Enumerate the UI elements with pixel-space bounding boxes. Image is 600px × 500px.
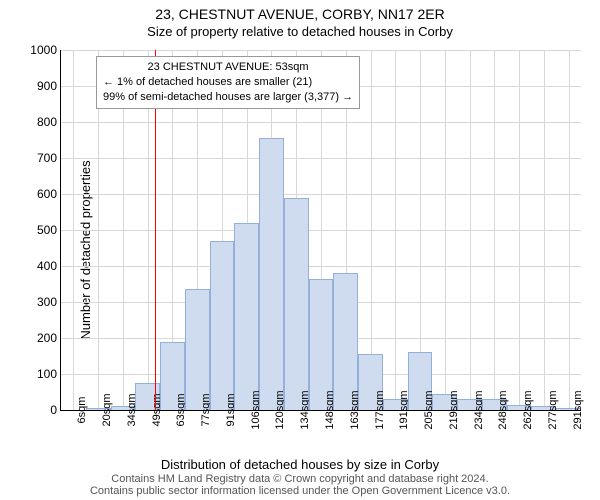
y-tick-label: 400: [37, 259, 61, 273]
histogram-bar: [259, 138, 284, 410]
gridline-vertical: [445, 50, 446, 410]
y-tick-label: 1000: [30, 43, 61, 57]
x-axis-label: Distribution of detached houses by size …: [0, 457, 600, 472]
chart-container: 23, CHESTNUT AVENUE, CORBY, NN17 2ER Siz…: [0, 0, 600, 500]
y-tick-label: 800: [37, 115, 61, 129]
y-tick-label: 300: [37, 295, 61, 309]
x-tick-label: 291sqm: [569, 390, 584, 429]
y-tick-label: 600: [37, 187, 61, 201]
gridline-vertical: [569, 50, 570, 410]
y-tick-label: 0: [50, 403, 61, 417]
annotation-line: ← 1% of detached houses are smaller (21): [103, 75, 353, 90]
gridline-vertical: [494, 50, 495, 410]
histogram-bar: [185, 289, 210, 410]
footer-line: Contains HM Land Registry data © Crown c…: [0, 473, 600, 486]
x-tick-label: 6sqm: [73, 397, 88, 424]
footer-line: Contains public sector information licen…: [0, 485, 600, 498]
x-tick-label: 219sqm: [445, 390, 460, 429]
annotation-line: 23 CHESTNUT AVENUE: 53sqm: [103, 60, 353, 75]
y-tick-label: 500: [37, 223, 61, 237]
y-tick-label: 200: [37, 331, 61, 345]
y-tick-label: 900: [37, 79, 61, 93]
x-tick-label: 262sqm: [519, 390, 534, 429]
chart-title-sub: Size of property relative to detached ho…: [0, 24, 600, 39]
x-tick-label: 234sqm: [470, 390, 485, 429]
histogram-bar: [210, 241, 235, 410]
annotation-line: 99% of semi-detached houses are larger (…: [103, 90, 353, 105]
histogram-bar: [234, 223, 259, 410]
chart-title-main: 23, CHESTNUT AVENUE, CORBY, NN17 2ER: [0, 6, 600, 22]
gridline-vertical: [395, 50, 396, 410]
histogram-bar: [284, 198, 309, 410]
x-tick-label: 248sqm: [494, 390, 509, 429]
gridline-vertical: [519, 50, 520, 410]
plot-area: 010020030040050060070080090010006sqm20sq…: [60, 50, 581, 411]
gridline-vertical: [73, 50, 74, 410]
y-tick-label: 100: [37, 367, 61, 381]
annotation-box: 23 CHESTNUT AVENUE: 53sqm ← 1% of detach…: [96, 56, 360, 109]
x-tick-label: 177sqm: [371, 390, 386, 429]
y-tick-label: 700: [37, 151, 61, 165]
x-tick-label: 277sqm: [544, 390, 559, 429]
gridline-vertical: [544, 50, 545, 410]
footer: Contains HM Land Registry data © Crown c…: [0, 473, 600, 498]
x-tick-label: 20sqm: [98, 393, 113, 426]
gridline-vertical: [470, 50, 471, 410]
